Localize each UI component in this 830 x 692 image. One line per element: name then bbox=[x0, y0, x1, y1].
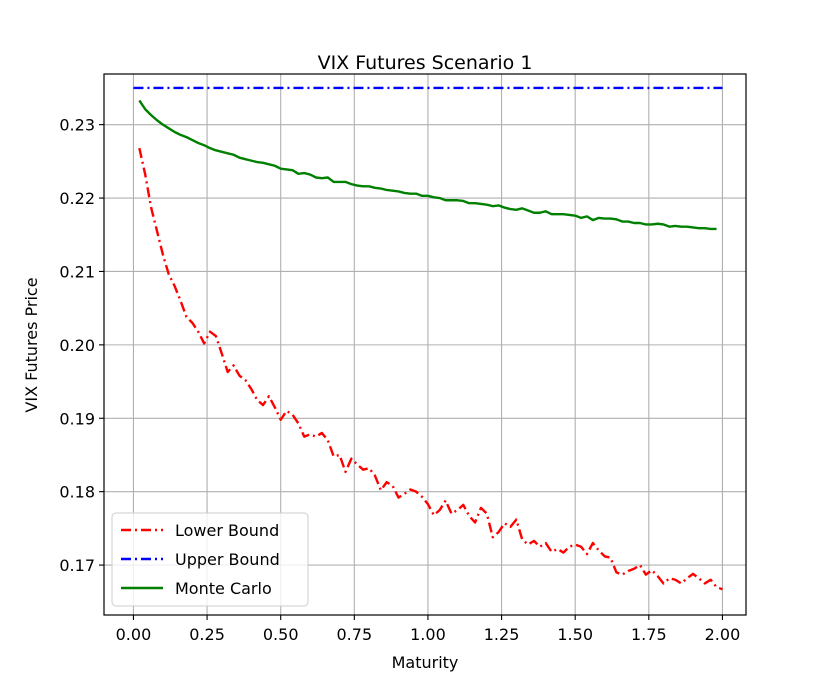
x-tick-label: 1.25 bbox=[484, 625, 520, 644]
chart-title: VIX Futures Scenario 1 bbox=[318, 52, 533, 74]
x-axis-ticks: 0.00 0.25 0.50 0.75 1.00 1.25 1.50 1.75 2.00 bbox=[116, 615, 741, 644]
grid bbox=[104, 74, 746, 615]
y-tick-label: 0.19 bbox=[59, 409, 95, 428]
y-tick-label: 0.17 bbox=[59, 556, 95, 575]
x-tick-label: 0.75 bbox=[337, 625, 373, 644]
y-tick-label: 0.22 bbox=[59, 189, 95, 208]
x-tick-label: 1.75 bbox=[631, 625, 667, 644]
legend-label-lower-bound: Lower Bound bbox=[175, 521, 279, 540]
x-tick-label: 1.50 bbox=[557, 625, 593, 644]
x-tick-label: 0.00 bbox=[116, 625, 152, 644]
x-axis-label: Maturity bbox=[392, 653, 459, 672]
plot-series bbox=[133, 86, 723, 591]
series-line-lower-bound bbox=[138, 147, 723, 591]
y-tick-label: 0.23 bbox=[59, 116, 95, 135]
y-axis-label: VIX Futures Price bbox=[22, 277, 41, 412]
y-tick-label: 0.20 bbox=[59, 336, 95, 355]
y-tick-label: 0.21 bbox=[59, 262, 95, 281]
legend-box bbox=[111, 512, 309, 607]
x-tick-label: 0.25 bbox=[189, 625, 225, 644]
x-tick-label: 1.00 bbox=[410, 625, 446, 644]
x-tick-label: 2.00 bbox=[705, 625, 741, 644]
legend-label-monte-carlo: Monte Carlo bbox=[175, 579, 272, 598]
y-tick-label: 0.18 bbox=[59, 483, 95, 502]
y-axis-ticks: 0.17 0.18 0.19 0.20 0.21 0.22 0.23 bbox=[59, 116, 104, 575]
x-tick-label: 0.50 bbox=[263, 625, 299, 644]
series-line-monte-carlo bbox=[138, 99, 717, 231]
legend: Lower Bound Upper Bound Monte Carlo bbox=[111, 512, 309, 607]
legend-label-upper-bound: Upper Bound bbox=[175, 550, 280, 569]
